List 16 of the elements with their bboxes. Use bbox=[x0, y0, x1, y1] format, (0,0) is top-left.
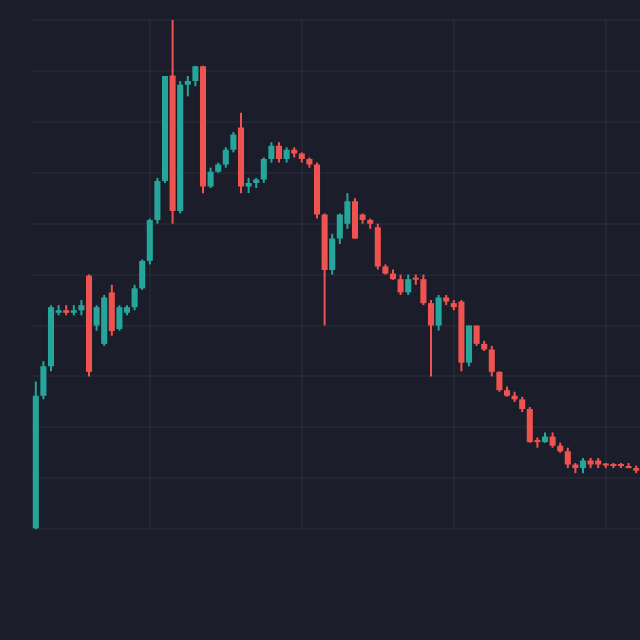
candlestick bbox=[465, 324, 473, 368]
candlestick bbox=[207, 166, 214, 190]
candlestick bbox=[108, 283, 115, 337]
candlestick bbox=[374, 222, 381, 271]
candlestick bbox=[101, 293, 108, 347]
candlestick bbox=[435, 293, 442, 332]
candlestick bbox=[526, 405, 533, 444]
candlestick bbox=[564, 446, 571, 470]
candlestick bbox=[351, 197, 359, 240]
candlestick bbox=[329, 232, 336, 276]
candlestick bbox=[116, 304, 123, 332]
candlestick bbox=[275, 141, 283, 164]
candlestick bbox=[405, 273, 412, 296]
candlestick bbox=[427, 299, 435, 378]
candlestick bbox=[397, 273, 404, 296]
candlestick bbox=[420, 273, 427, 307]
